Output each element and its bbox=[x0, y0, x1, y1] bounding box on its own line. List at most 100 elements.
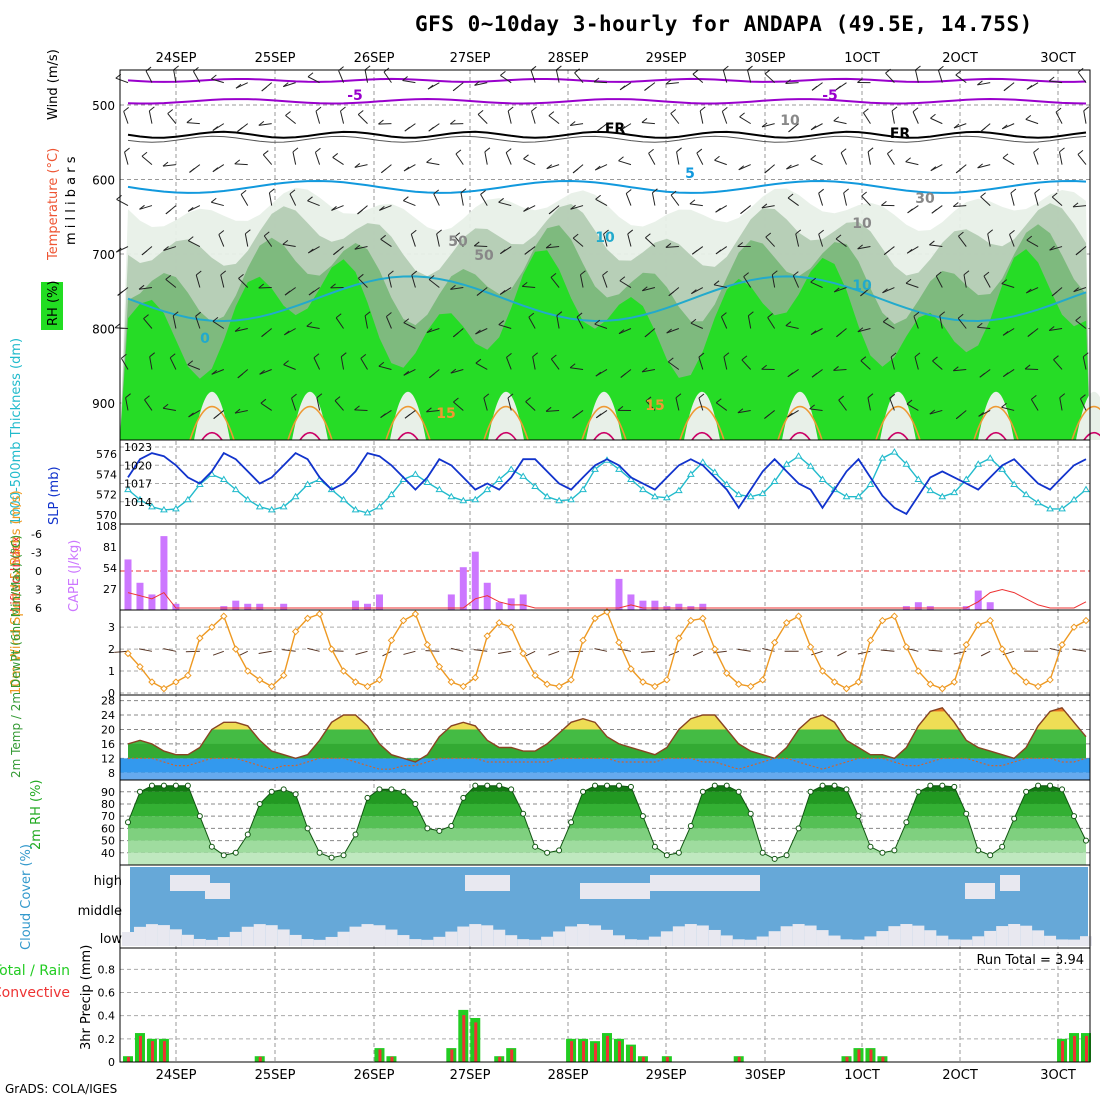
wind-barb bbox=[834, 287, 847, 293]
wind-barb-flag bbox=[810, 125, 817, 131]
wind-barb bbox=[761, 205, 775, 209]
wind-barb-flag bbox=[857, 244, 863, 250]
top-day-label: 25SEP bbox=[255, 51, 296, 66]
wind-barb bbox=[1082, 356, 1087, 370]
contour-label: FR bbox=[605, 121, 626, 137]
wind-barb bbox=[666, 328, 680, 334]
thickness-point bbox=[423, 478, 432, 486]
wind-barb-flag bbox=[187, 360, 194, 366]
wind-barb-flag bbox=[186, 118, 193, 123]
wind-barb bbox=[550, 277, 560, 288]
rh-point bbox=[376, 786, 383, 793]
surface-wind-barb bbox=[906, 647, 919, 652]
thickness-point bbox=[279, 502, 288, 510]
rh-point bbox=[975, 847, 982, 854]
wind-barb bbox=[428, 279, 440, 288]
wind-speed-point bbox=[615, 638, 623, 647]
low-cloud bbox=[1032, 930, 1045, 946]
bottom-day-label: 26SEP bbox=[354, 1068, 395, 1083]
wind-barb-flag bbox=[378, 361, 385, 367]
wind-barb bbox=[532, 356, 536, 370]
wind-barb-flag bbox=[906, 248, 913, 254]
ylabel-temp2m: 2m Temp / 2m DewPt (6hr Min/Max) (°C) bbox=[9, 535, 23, 778]
rh-point bbox=[496, 782, 503, 789]
wind-barb bbox=[1025, 118, 1039, 125]
wind-barb-flag bbox=[714, 155, 720, 161]
wind-barb bbox=[238, 278, 249, 288]
wind-barb-flag bbox=[234, 326, 241, 332]
temp-tick: 24 bbox=[101, 709, 115, 722]
wind-barb bbox=[1010, 192, 1015, 206]
rh-point bbox=[460, 794, 467, 801]
low-cloud bbox=[481, 925, 494, 946]
wind-barb-flag bbox=[594, 319, 601, 325]
ylabel-rh: RH (%) bbox=[46, 281, 61, 326]
low-cloud bbox=[122, 932, 134, 946]
rh-point bbox=[292, 791, 299, 798]
rh-ylabel-group: 2m RH (%) bbox=[29, 779, 44, 850]
wind-barb bbox=[387, 274, 392, 288]
temp-15-contour bbox=[777, 406, 823, 441]
wind-barb-flag bbox=[143, 314, 149, 319]
bottom-day-label: 1OCT bbox=[844, 1068, 880, 1083]
wind-barb-flag bbox=[882, 317, 889, 323]
wind-barb-flag bbox=[240, 189, 247, 195]
wind-barb bbox=[453, 401, 464, 411]
cloud-ylabel-group: Cloud Cover (%) bbox=[19, 844, 34, 950]
wind-barb bbox=[809, 408, 823, 411]
rh-point bbox=[136, 788, 143, 795]
cape-bar bbox=[375, 594, 383, 610]
wind-barb bbox=[500, 74, 512, 84]
wind-barb-flag bbox=[1001, 124, 1008, 130]
wind-barb-flag bbox=[169, 353, 176, 359]
wind-barb-flag bbox=[1034, 188, 1041, 194]
wind-speed-point bbox=[256, 676, 264, 684]
wind-barb bbox=[546, 164, 560, 170]
wind-barb-flag bbox=[499, 290, 506, 295]
wind-barb-flag bbox=[331, 206, 337, 211]
wind-speed-point bbox=[387, 636, 396, 645]
wind-barb-flag bbox=[572, 413, 578, 419]
wind-speed-point bbox=[184, 671, 192, 680]
wind-barb-flag bbox=[767, 313, 773, 318]
wind-barb-flag bbox=[428, 126, 435, 132]
wind-barb-flag bbox=[187, 206, 194, 212]
precip-conv-bar bbox=[127, 1056, 130, 1062]
cape-bar bbox=[172, 603, 180, 610]
wind-barb-flag bbox=[818, 229, 825, 235]
wind-barb-flag bbox=[1026, 235, 1033, 241]
wind-barb bbox=[550, 358, 560, 370]
wind-barb-flag bbox=[282, 82, 289, 88]
wind-barb bbox=[450, 368, 464, 374]
wind-barb-flag bbox=[860, 356, 867, 362]
wind-barb-flag bbox=[308, 290, 315, 296]
low-cloud bbox=[876, 931, 889, 946]
wind-barb bbox=[455, 153, 464, 165]
rh-tick: 50 bbox=[101, 835, 115, 848]
wind-barb bbox=[618, 328, 632, 335]
wind-barb-flag bbox=[761, 122, 768, 128]
wind-barb bbox=[576, 316, 584, 329]
wind-barb-flag bbox=[1059, 393, 1066, 399]
thickness-point bbox=[435, 485, 444, 493]
wind-speed-point bbox=[411, 610, 420, 618]
wind-barb bbox=[645, 400, 656, 411]
thickness-point bbox=[1070, 495, 1078, 503]
wind-barb-flag bbox=[1083, 106, 1090, 112]
rh-tick: 70 bbox=[101, 810, 115, 823]
thickness-point bbox=[495, 475, 504, 482]
wind-barb-flag bbox=[811, 372, 818, 378]
wind-barb bbox=[480, 194, 488, 206]
wind-barb bbox=[193, 71, 201, 83]
wind-barb bbox=[648, 152, 656, 165]
low-cloud bbox=[277, 929, 290, 946]
rh-point bbox=[795, 825, 802, 832]
wind-barb bbox=[739, 116, 751, 125]
wind-barb-flag bbox=[220, 270, 227, 276]
wind-barb-flag bbox=[354, 405, 360, 411]
surface-wind-barb bbox=[403, 650, 416, 655]
wind-barb-flag bbox=[404, 413, 411, 419]
rh-point bbox=[508, 786, 515, 793]
wind-barb bbox=[139, 287, 153, 290]
rh-band bbox=[128, 803, 1086, 817]
